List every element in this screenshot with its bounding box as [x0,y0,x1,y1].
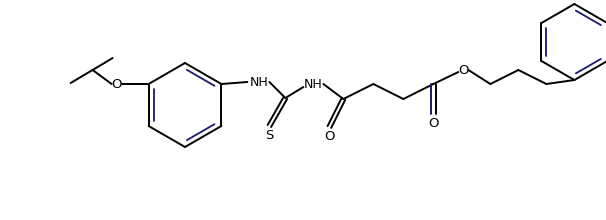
Text: O: O [428,117,439,130]
Text: O: O [458,64,468,77]
Text: O: O [112,77,122,90]
Text: NH: NH [304,77,323,90]
Text: O: O [324,130,335,143]
Text: NH: NH [250,75,268,88]
Text: S: S [265,128,273,141]
